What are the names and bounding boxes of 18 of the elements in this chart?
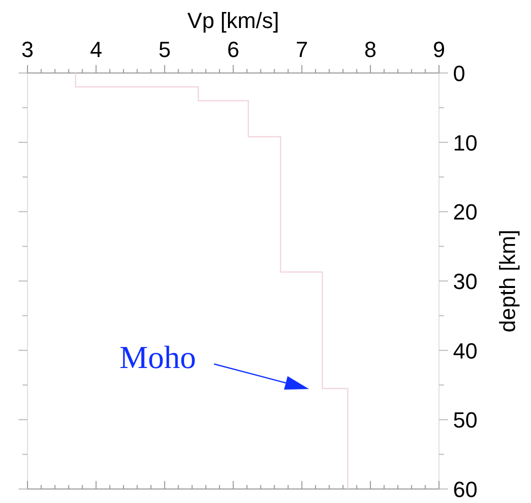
x-tick-label: 8	[364, 37, 377, 62]
y-tick-label: 10	[453, 130, 478, 156]
x-axis-title: Vp [km/s]	[187, 8, 280, 33]
y-tick-label: 60	[453, 477, 478, 502]
x-tick-label: 5	[158, 37, 171, 62]
x-tick-label: 4	[90, 37, 102, 62]
y-tick-label: 30	[453, 269, 478, 294]
x-tick-label: 6	[227, 37, 240, 62]
y-tick-label: 40	[453, 338, 478, 364]
x-tick-label: 3	[21, 37, 34, 62]
x-tick-label: 7	[296, 37, 308, 62]
y-tick-label: 20	[453, 200, 478, 225]
y-tick-label: 50	[453, 408, 478, 433]
x-tick-label: 9	[432, 37, 446, 62]
y-tick-label: 0	[453, 61, 466, 86]
annotation: Moho	[120, 339, 196, 375]
line-series	[74, 72, 348, 490]
y-axis-title: depth [km]	[495, 230, 520, 332]
